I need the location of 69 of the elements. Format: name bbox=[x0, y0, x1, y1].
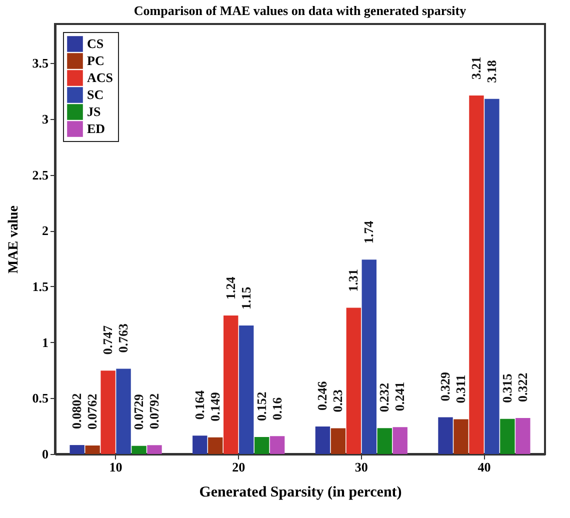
y-tick-label: 3 bbox=[42, 111, 49, 126]
chart-title: Comparison of MAE values on data with generated sparsity bbox=[134, 3, 467, 18]
data-label: 0.329 bbox=[438, 372, 453, 402]
x-tick-label: 40 bbox=[478, 460, 491, 474]
bar bbox=[85, 445, 100, 454]
data-label: 0.241 bbox=[392, 382, 408, 412]
data-label: 0.0762 bbox=[84, 394, 100, 430]
bar bbox=[315, 426, 330, 454]
bar bbox=[238, 326, 254, 454]
data-label: 0.149 bbox=[207, 392, 222, 422]
bar bbox=[500, 418, 515, 454]
bar bbox=[132, 446, 146, 454]
bar bbox=[469, 95, 484, 454]
bar bbox=[377, 428, 392, 454]
data-label: 0.763 bbox=[116, 323, 131, 353]
bar bbox=[484, 98, 500, 454]
bar bbox=[516, 418, 530, 454]
y-tick-label: 3.5 bbox=[32, 56, 49, 71]
x-axis-title: Generated Sparsity (in percent) bbox=[199, 484, 402, 500]
bar bbox=[454, 419, 468, 454]
bar bbox=[438, 417, 453, 454]
data-label: 0.311 bbox=[452, 374, 468, 404]
bar bbox=[208, 437, 223, 454]
data-label: 0.232 bbox=[376, 382, 392, 412]
legend-label: PC bbox=[87, 53, 104, 68]
x-tick-label: 30 bbox=[354, 460, 368, 474]
bar bbox=[224, 316, 238, 454]
data-label: 1.24 bbox=[222, 276, 238, 300]
data-label: 1.74 bbox=[361, 220, 376, 244]
bar bbox=[70, 445, 84, 454]
data-label: 0.322 bbox=[514, 372, 530, 402]
y-tick-label: 2.5 bbox=[32, 167, 49, 182]
data-label: 3.21 bbox=[468, 56, 484, 80]
data-label: 0.747 bbox=[100, 324, 116, 355]
data-label: 0.23 bbox=[330, 389, 346, 412]
data-label: 0.0802 bbox=[69, 393, 84, 430]
y-tick-label: 0.5 bbox=[32, 390, 49, 406]
legend-label: SC bbox=[87, 87, 104, 102]
x-tick-label: 10 bbox=[109, 460, 122, 474]
data-label: 1.31 bbox=[346, 268, 361, 292]
y-tick-label: 1 bbox=[42, 334, 48, 350]
data-label: 0.0792 bbox=[146, 393, 162, 430]
bar bbox=[392, 427, 408, 454]
x-tick-label: 20 bbox=[232, 460, 246, 474]
data-label: 0.152 bbox=[254, 392, 269, 422]
data-label: 0.0729 bbox=[131, 394, 146, 430]
y-tick-label: 1.5 bbox=[32, 278, 49, 294]
bar bbox=[362, 260, 376, 454]
y-tick-label: 2 bbox=[42, 223, 48, 238]
data-label: 0.246 bbox=[314, 380, 330, 411]
legend-label: CS bbox=[87, 36, 104, 51]
bar bbox=[270, 436, 285, 454]
data-label: 0.16 bbox=[269, 396, 284, 420]
bar bbox=[147, 445, 162, 454]
bar bbox=[346, 308, 362, 454]
bar bbox=[254, 437, 270, 454]
legend-label: ED bbox=[87, 121, 106, 136]
legend-label: ACS bbox=[87, 70, 114, 85]
y-tick-label: 0 bbox=[42, 446, 48, 462]
data-label: 0.164 bbox=[192, 390, 207, 420]
y-axis-title: MAE value bbox=[6, 205, 22, 274]
data-label: 0.315 bbox=[499, 373, 514, 403]
bar bbox=[330, 428, 346, 454]
bar bbox=[100, 370, 116, 454]
data-label: 1.15 bbox=[238, 286, 254, 310]
bar bbox=[116, 368, 131, 454]
legend-label: JS bbox=[87, 104, 101, 119]
data-label: 3.18 bbox=[484, 60, 499, 83]
bar bbox=[192, 436, 208, 454]
